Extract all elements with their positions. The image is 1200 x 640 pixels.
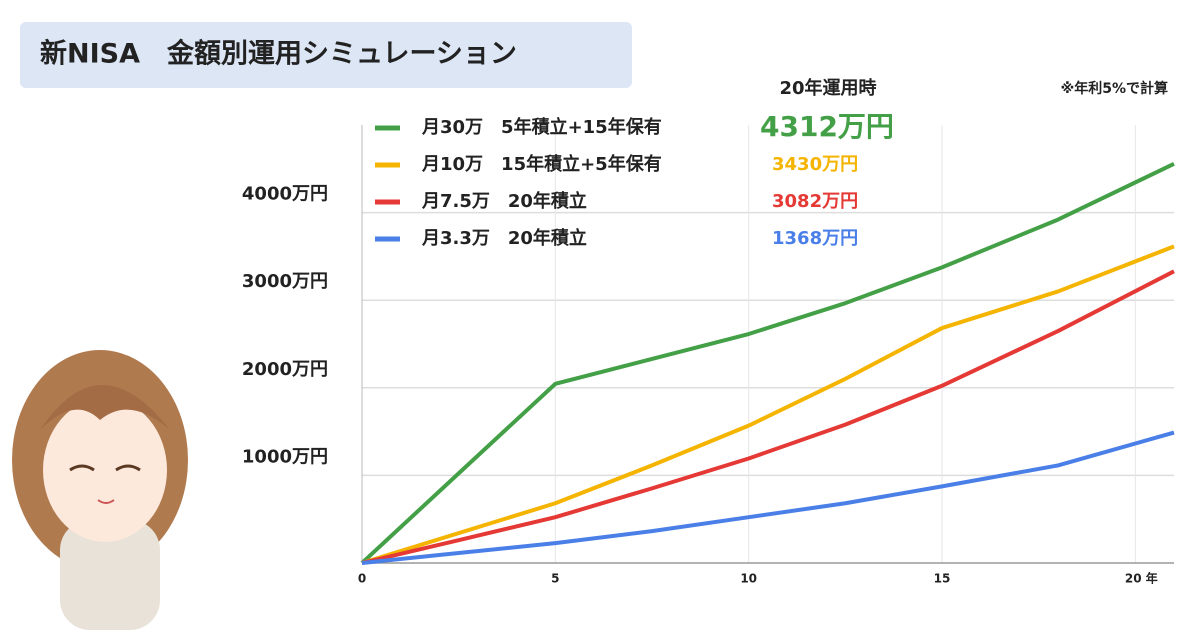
legend-result: 3082万円 xyxy=(772,191,858,212)
y-tick-label: 1000万円 xyxy=(242,446,328,467)
legend-result: 1368万円 xyxy=(772,228,858,249)
y-tick-label: 2000万円 xyxy=(242,359,328,380)
note: ※年利5%で計算 xyxy=(1061,80,1168,97)
result-header: 20年運用時 xyxy=(779,77,876,99)
legend-label: 月7.5万 20年積立 xyxy=(421,190,587,212)
legend-label: 月10万 15年積立+5年保有 xyxy=(421,153,662,175)
y-tick-label: 3000万円 xyxy=(242,271,328,292)
x-tick-label: 10 xyxy=(740,572,757,586)
series-line xyxy=(361,269,1175,565)
legend-label: 月3.3万 20年積立 xyxy=(421,227,587,249)
x-tick-label: 15 xyxy=(934,572,951,586)
legend-result: 3430万円 xyxy=(772,154,858,175)
y-tick-label: 4000万円 xyxy=(242,184,328,205)
series-line xyxy=(360,162,1175,565)
legend-label: 月30万 5年積立+15年保有 xyxy=(421,116,662,138)
legend-result: 4312万円 xyxy=(760,110,894,143)
x-tick-label: 0 xyxy=(358,572,366,586)
title: 新NISA 金額別運用シミュレーション xyxy=(40,38,517,70)
x-tick-label: 5 xyxy=(551,572,559,586)
character xyxy=(12,350,188,630)
x-tick-label: 20 年 xyxy=(1125,571,1158,586)
title-box xyxy=(20,22,632,88)
series-line xyxy=(361,244,1175,565)
series-line xyxy=(361,430,1175,565)
